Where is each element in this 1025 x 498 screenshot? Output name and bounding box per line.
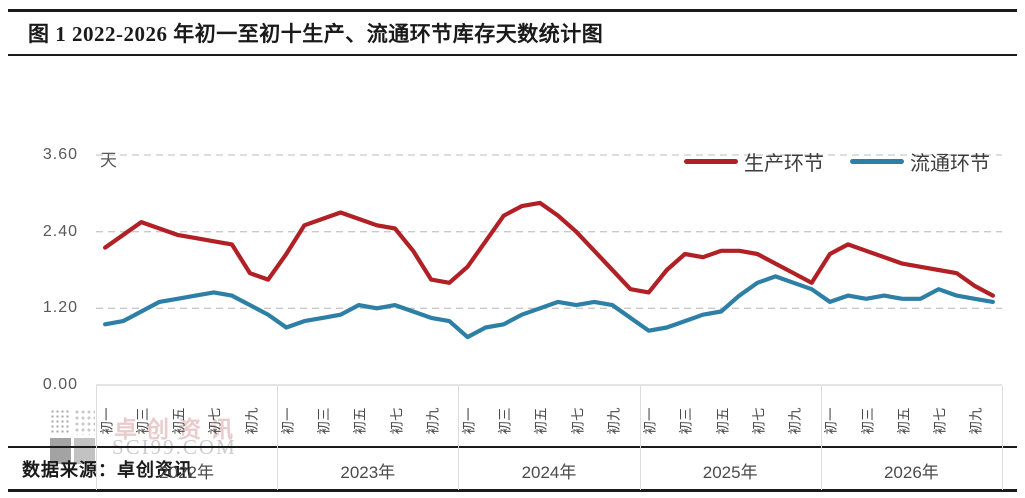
- year-label: 2026年: [883, 463, 939, 482]
- year-group-separator: [639, 386, 641, 490]
- legend-label-production: 生产环节: [744, 153, 824, 175]
- title-divider: [8, 54, 1017, 56]
- watermark-brand-text: 卓创资讯: [114, 417, 242, 442]
- day-tick-label: 初九: [945, 390, 1005, 452]
- legend: 生产环节 流通环节: [684, 147, 990, 176]
- page-title: 图 1 2022-2026 年初一至初十生产、流通环节库存天数统计图: [28, 22, 604, 46]
- y-tick-label: 2.40: [42, 222, 78, 240]
- year-group-separator: [820, 386, 822, 490]
- year-group-separator: [1002, 386, 1003, 490]
- top-rule: [8, 9, 1017, 12]
- series-lines: [103, 200, 996, 340]
- bottom-rule: [8, 489, 1017, 492]
- legend-item-circulation: 流通环节: [850, 147, 990, 176]
- plot-area: [96, 154, 1002, 386]
- year-label: 2023年: [340, 463, 396, 482]
- series-line-circulation: [103, 274, 996, 340]
- year-group-separator: [96, 386, 97, 490]
- source-divider: [8, 446, 1017, 448]
- logo-square-solid-light: [74, 438, 95, 464]
- legend-item-production: 生产环节: [684, 147, 824, 176]
- year-label: 2025年: [702, 463, 758, 482]
- logo-square-dotted-light: [74, 409, 95, 435]
- series-line-production: [103, 200, 996, 298]
- logo-square-dotted: [50, 409, 71, 435]
- legend-label-circulation: 流通环节: [910, 153, 990, 175]
- gridlines: [96, 154, 1002, 386]
- y-tick-label: 1.20: [42, 299, 78, 317]
- y-axis-unit-label: 天: [100, 151, 117, 170]
- year-label: 2022年: [159, 463, 214, 482]
- day-tick-text: 初九: [968, 407, 984, 435]
- y-tick-label: 3.60: [42, 146, 78, 163]
- y-tick-label: 0.00: [42, 376, 78, 393]
- year-group-separator: [458, 386, 460, 490]
- logo-square-solid: [50, 438, 71, 464]
- circulation-line-swatch: [850, 159, 904, 164]
- year-label: 2024年: [521, 463, 577, 482]
- year-group-separator: [277, 386, 279, 490]
- inventory-days-line-chart: 3.60 2.40 1.20 0.00 天 卓创资讯 SCI99.COM 生产环节 流…: [0, 60, 1025, 490]
- production-line-swatch: [684, 159, 738, 164]
- sci99-logo-icon: [50, 409, 96, 465]
- data-source-note: 数据来源：卓创资讯: [22, 460, 193, 480]
